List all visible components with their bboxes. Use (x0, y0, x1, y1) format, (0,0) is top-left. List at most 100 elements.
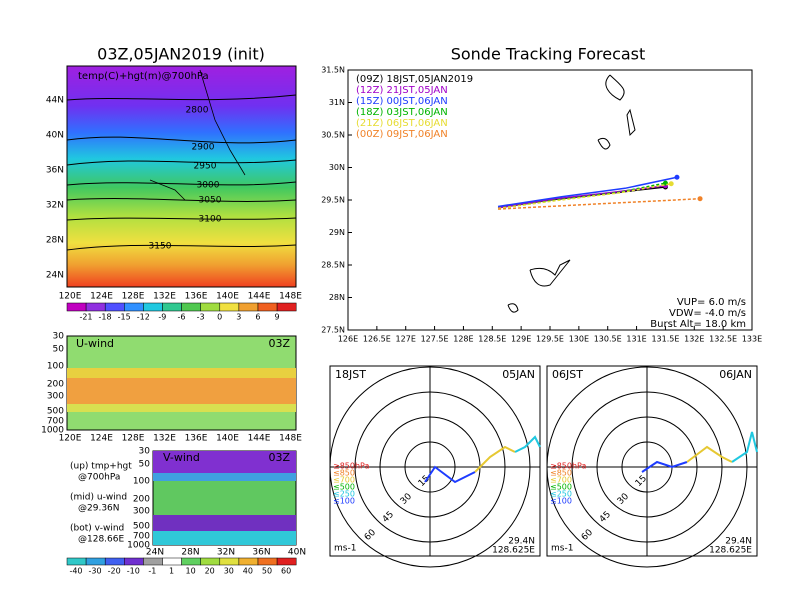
y-tick-label: 30N (329, 163, 345, 172)
v-top (153, 451, 296, 473)
level-label: 300 (133, 507, 150, 517)
contour-label: 3050 (199, 196, 222, 206)
burst-point (668, 181, 674, 187)
level-key: ≤100 (550, 497, 572, 506)
contour-label: 2900 (192, 143, 215, 153)
hodo-trace (731, 431, 758, 463)
lat-label: 36N (46, 166, 64, 176)
track-line (497, 183, 672, 210)
coastlines (507, 74, 636, 313)
colorbar-cell (238, 302, 259, 312)
x-tick-label: 126E (338, 335, 358, 344)
colorbar-cell (276, 557, 297, 566)
x-tick-label: 127.5E (421, 335, 449, 344)
colorbar-cell (276, 302, 297, 312)
note: (mid) u-wind (70, 493, 127, 503)
colorbar-label: 20 (205, 567, 215, 576)
colorbar-cell (66, 557, 87, 566)
x-tick-label: 126.5E (363, 335, 391, 344)
hodo-lat: 29.4N (508, 537, 535, 547)
hodo-trace (514, 435, 541, 453)
hodo-trace (474, 445, 516, 473)
level-label: 200 (133, 495, 150, 505)
colorbar-label: 9 (274, 313, 279, 322)
lat-label: 36N (252, 548, 270, 558)
level-key: ≥850hPa (333, 462, 370, 471)
level-label: 500 (47, 407, 64, 417)
v-title: V-wind (163, 451, 200, 464)
x-tick-label: 130E (569, 335, 589, 344)
annotation: VUP= 6.0 m/s (677, 297, 746, 308)
lon-label: 120E (59, 292, 82, 302)
level-label: 100 (47, 362, 64, 372)
hodo-lat: 29.4N (725, 537, 752, 547)
legend-entry: (12Z) 21JST,05JAN (356, 85, 448, 96)
level-key: ≤250 (333, 490, 355, 499)
contour-label: 2800 (186, 106, 209, 116)
colorbar-cell (257, 557, 278, 566)
lon-label: 140E (216, 292, 239, 302)
x-tick-label: 131.5E (651, 335, 679, 344)
colorbar-cell (143, 302, 163, 312)
map-title: 03Z,05JAN2019 (init) (97, 45, 265, 64)
level-label: 200 (47, 380, 64, 390)
contour-label: 3000 (197, 181, 220, 191)
colorbar-cell (219, 557, 240, 566)
colorbar-cell (104, 302, 125, 312)
colorbar-cell (219, 302, 240, 312)
ring-label: 60 (580, 528, 595, 543)
v-bottom (153, 531, 296, 545)
x-tick-label: 129E (511, 335, 531, 344)
lat-label: 44N (46, 96, 64, 106)
colorbar-cell (181, 302, 201, 312)
lat-label: 40N (288, 548, 306, 558)
ring-label: 45 (598, 510, 613, 525)
x-tick-label: 132.5E (709, 335, 737, 344)
annotation: Burst Alt= 18.0 km (650, 319, 746, 330)
lon-label: 136E (185, 292, 208, 302)
colorbar-label: -40 (69, 567, 82, 576)
annotation: VDW= -4.0 m/s (669, 308, 746, 319)
hodo-lon: 128.625E (492, 546, 535, 556)
level-key: ≤250 (550, 490, 572, 499)
v-low (153, 515, 296, 531)
y-tick-label: 29N (329, 228, 345, 237)
level-key: ≤500 (333, 483, 355, 492)
x-tick-label: 129.5E (536, 335, 564, 344)
legend-entry: (09Z) 18JST,05JAN2019 (356, 74, 473, 85)
u-band (67, 368, 296, 380)
level-label: 500 (133, 522, 150, 532)
lon-label: 148E (279, 434, 302, 444)
colorbar-label: 10 (186, 567, 196, 576)
y-tick-label: 31N (329, 98, 345, 107)
lon-label: 124E (90, 292, 113, 302)
note: @128.66E (78, 535, 124, 545)
note: (bot) v-wind (70, 524, 124, 534)
lon-label: 132E (153, 292, 176, 302)
colorbar-label: 6 (255, 313, 260, 322)
legend-entry: (00Z) 09JST,06JAN (356, 129, 448, 140)
colorbar-cell (181, 557, 201, 566)
colorbar-cell (200, 557, 221, 566)
hodo-trace (424, 465, 476, 484)
lon-label: 144E (248, 434, 271, 444)
colorbar-cell (143, 557, 163, 566)
lat-label: 24N (46, 271, 64, 281)
level-key: ≥850hPa (550, 462, 587, 471)
colorbar-label: -10 (127, 567, 140, 576)
level-key: ≤700 (550, 476, 572, 485)
level-key: ≤850 (550, 469, 572, 478)
lon-label: 128E (122, 292, 145, 302)
x-tick-label: 130.5E (594, 335, 622, 344)
u-time: 03Z (268, 337, 290, 350)
colorbar-label: -30 (89, 567, 102, 576)
y-tick-label: 27.5N (321, 326, 345, 335)
legend-entry: (18Z) 03JST,06JAN (356, 107, 448, 118)
colorbar-label: 30 (224, 567, 234, 576)
hodo-unit: ms-1 (334, 544, 356, 554)
chart-title: Sonde Tracking Forecast (451, 45, 646, 64)
lon-label: 144E (248, 292, 271, 302)
lon-label: 128E (122, 434, 145, 444)
hodo-time: 06JST (552, 368, 583, 381)
